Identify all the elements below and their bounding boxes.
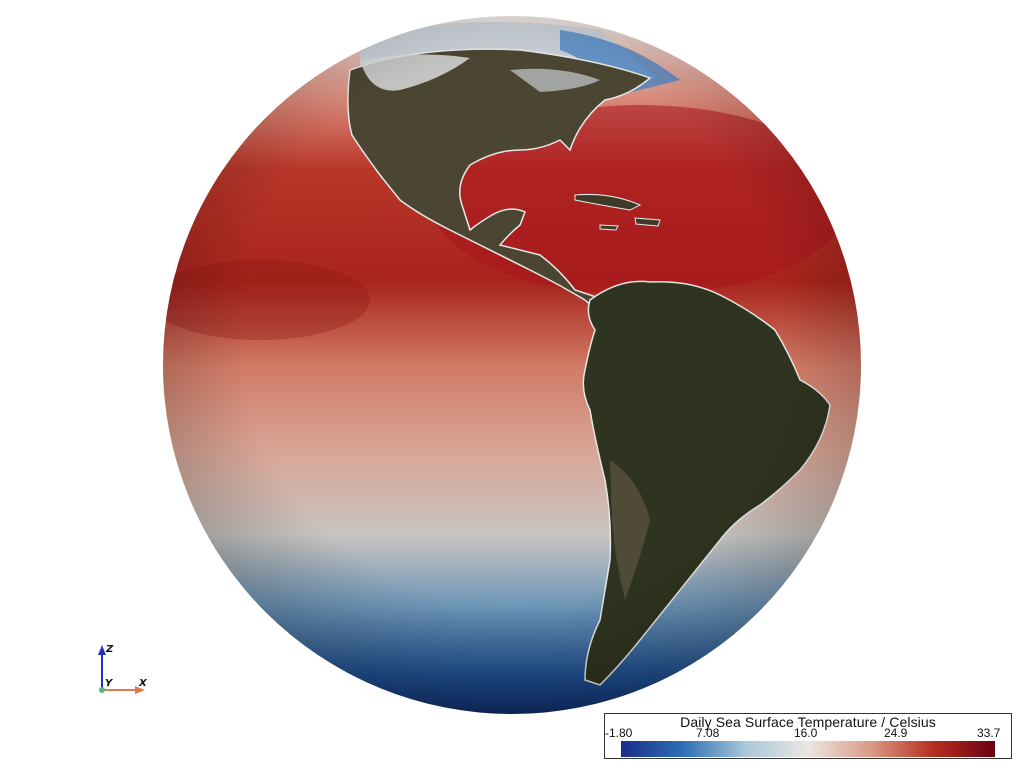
color-legend-gradient <box>621 741 995 757</box>
x-axis-label: X <box>138 678 148 689</box>
orientation-axes: Z Y X <box>98 644 148 694</box>
z-axis-arrow-icon <box>98 645 106 655</box>
color-legend-tick-2: 7.08 <box>696 726 720 740</box>
color-legend-tick-3: 16.0 <box>794 726 818 740</box>
y-axis-label: Y <box>105 678 114 689</box>
color-legend: Daily Sea Surface Temperature / Celsius … <box>604 713 1012 759</box>
color-legend-tick-max: 33.7 <box>977 726 1001 740</box>
x-axis-arrow-icon <box>135 686 145 694</box>
color-legend-tick-4: 24.9 <box>884 726 908 740</box>
earth-globe <box>163 16 861 714</box>
color-legend-tick-min: -1.80 <box>605 726 633 740</box>
z-axis-label: Z <box>105 644 114 655</box>
color-legend-title: Daily Sea Surface Temperature / Celsius <box>680 714 936 730</box>
y-axis-origin-icon <box>99 687 105 693</box>
